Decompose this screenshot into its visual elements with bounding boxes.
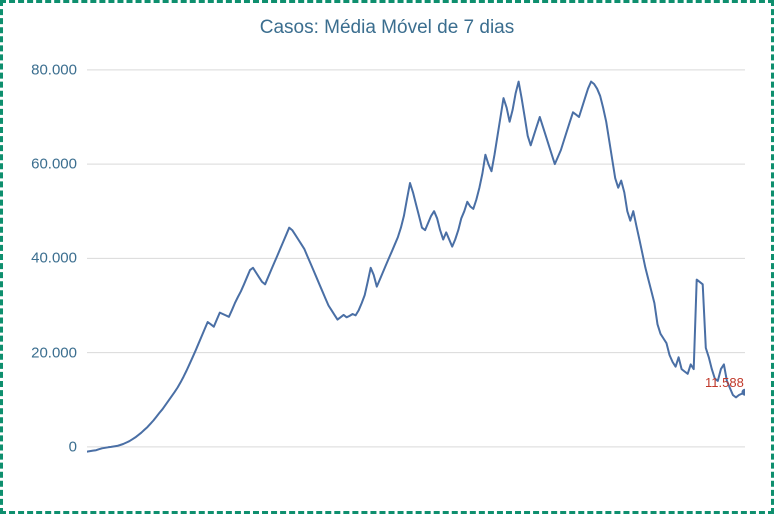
y-tick-label: 60.000 [31,156,77,173]
y-tick-label: 0 [69,438,77,455]
chart-title: Casos: Média Móvel de 7 dias [21,17,753,39]
plot-area: 11.588 [87,51,745,461]
y-tick-label: 80.000 [31,61,77,78]
y-axis-labels: 0 20.000 40.000 60.000 80.000 [21,45,83,487]
series-last-label: 11.588 [705,375,744,390]
y-tick-label: 20.000 [31,344,77,361]
gridlines [87,70,745,447]
y-tick-label: 40.000 [31,250,77,267]
series-line [87,82,745,452]
plot-wrap: 0 20.000 40.000 60.000 80.000 11.588 [21,45,753,487]
chart-svg [87,51,745,461]
chart-frame: Casos: Média Móvel de 7 dias 0 20.000 40.0… [0,0,774,514]
